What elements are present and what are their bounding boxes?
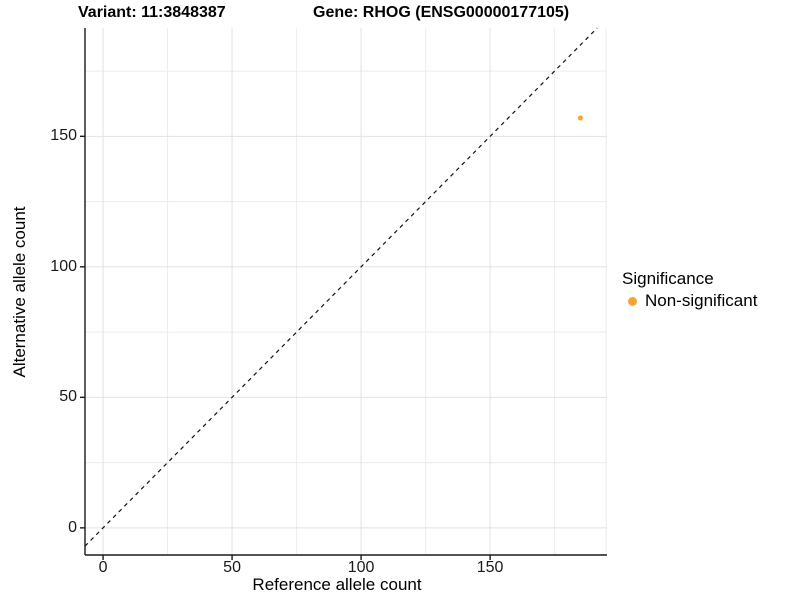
y-tick-label: 50 bbox=[59, 388, 77, 406]
y-tick-label: 100 bbox=[50, 257, 77, 275]
x-tick-label: 100 bbox=[347, 559, 375, 576]
x-tick-label: 0 bbox=[98, 559, 108, 576]
legend: Significance Non-significant bbox=[622, 269, 757, 311]
x-axis-title: Reference allele count bbox=[252, 575, 422, 594]
x-tick-label: 150 bbox=[476, 559, 504, 576]
legend-item-label: Non-significant bbox=[645, 291, 758, 310]
identity-dashed-line bbox=[84, 27, 598, 547]
y-axis-title: Alternative allele count bbox=[10, 206, 29, 378]
y-tick-label: 0 bbox=[68, 518, 77, 536]
plot-title-variant: Variant: 11:3848387 bbox=[78, 4, 226, 21]
legend-key-dot-icon bbox=[628, 296, 637, 306]
data-point bbox=[577, 115, 583, 121]
y-tick-label: 150 bbox=[50, 127, 77, 145]
legend-item: Non-significant bbox=[622, 291, 757, 311]
legend-title: Significance bbox=[622, 269, 714, 288]
plot-title-gene: Gene: RHOG (ENSG00000177105) bbox=[313, 4, 570, 21]
x-tick-label: 50 bbox=[223, 559, 241, 576]
